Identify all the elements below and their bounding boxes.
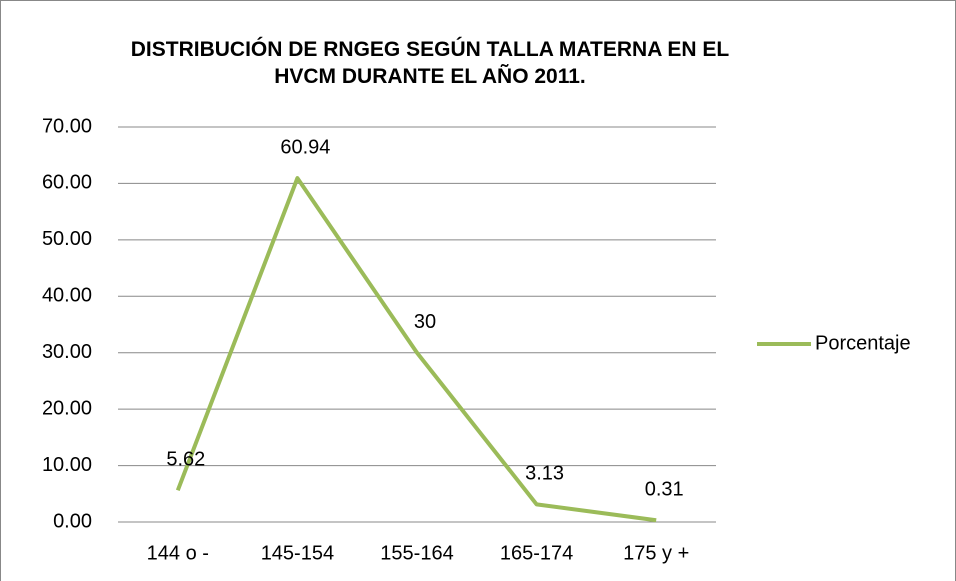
x-tick-label: 165-174: [500, 542, 573, 564]
series-line: [175, 176, 657, 523]
data-label: 60.94: [280, 136, 330, 158]
legend-label: Porcentaje: [815, 332, 911, 354]
x-tick-label: 144 o -: [147, 542, 209, 564]
y-tick-label: 50.00: [42, 228, 92, 250]
y-tick-label: 0.00: [53, 510, 92, 532]
x-tick-label: 145-154: [261, 542, 334, 564]
y-tick-label: 70.00: [42, 115, 92, 137]
chart-title: DISTRIBUCIÓN DE RNGEG SEGÚN TALLA MATERN…: [130, 38, 730, 88]
data-label: 5.62: [166, 449, 205, 471]
y-tick-label: 20.00: [42, 397, 92, 419]
data-label: 30: [414, 311, 436, 333]
y-tick-label: 40.00: [42, 285, 92, 307]
y-tick-label: 60.00: [42, 172, 92, 194]
y-tick-label: 10.00: [42, 454, 92, 476]
x-tick-label: 175 y +: [623, 542, 689, 564]
y-tick-label: 30.00: [42, 341, 92, 363]
data-label: 3.13: [525, 463, 564, 485]
data-label: 0.31: [645, 479, 684, 501]
x-tick-label: 155-164: [380, 542, 453, 564]
